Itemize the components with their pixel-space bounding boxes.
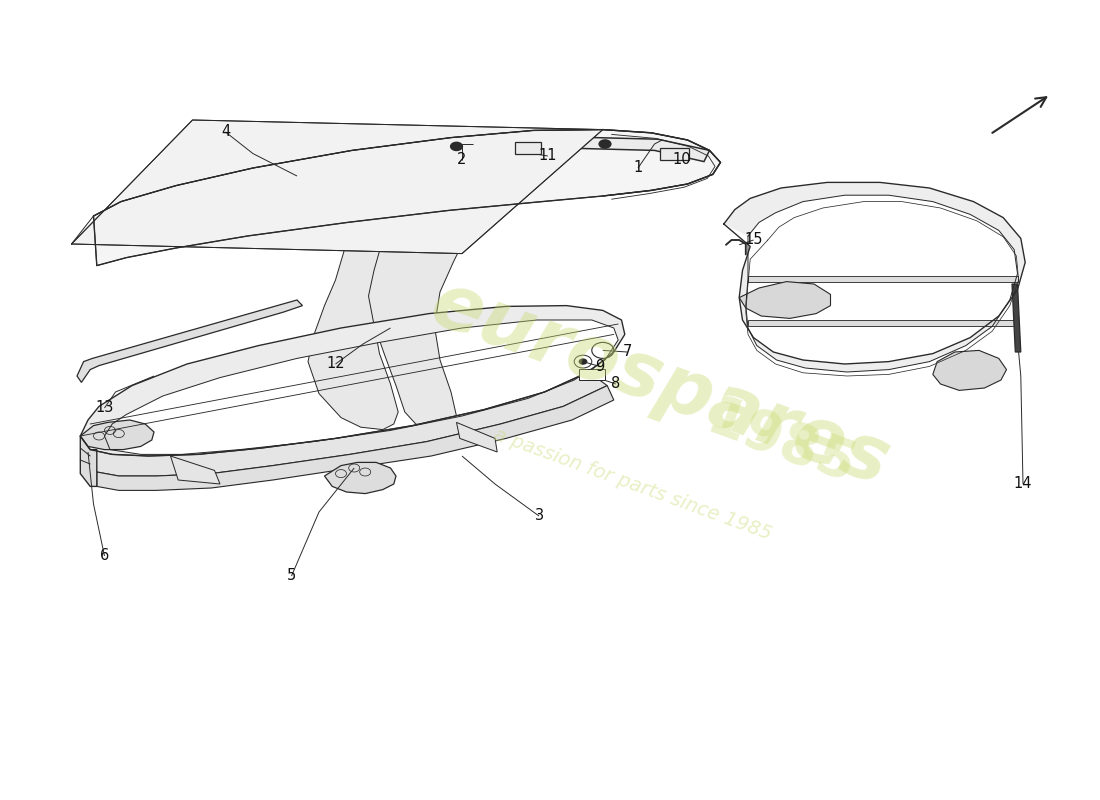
Polygon shape xyxy=(748,320,1018,326)
Text: 12: 12 xyxy=(327,357,344,371)
Text: 8: 8 xyxy=(612,377,620,391)
Text: 4: 4 xyxy=(221,125,230,139)
Polygon shape xyxy=(739,282,830,318)
Text: 2: 2 xyxy=(458,153,466,167)
Polygon shape xyxy=(80,420,154,450)
Polygon shape xyxy=(368,222,473,430)
Polygon shape xyxy=(80,306,625,456)
Text: 3: 3 xyxy=(535,509,543,523)
Text: 7: 7 xyxy=(623,345,631,359)
FancyBboxPatch shape xyxy=(579,369,605,380)
Polygon shape xyxy=(526,136,710,162)
Polygon shape xyxy=(80,436,97,486)
Polygon shape xyxy=(170,456,220,484)
Text: 5: 5 xyxy=(287,569,296,583)
FancyBboxPatch shape xyxy=(660,148,689,160)
Polygon shape xyxy=(94,130,721,266)
Text: 11: 11 xyxy=(539,149,557,163)
Text: 14: 14 xyxy=(1014,477,1032,491)
Circle shape xyxy=(579,358,587,365)
Polygon shape xyxy=(933,350,1006,390)
Polygon shape xyxy=(387,144,528,158)
Text: 1985: 1985 xyxy=(700,392,862,496)
Polygon shape xyxy=(90,372,607,476)
Polygon shape xyxy=(77,300,303,382)
Polygon shape xyxy=(97,386,614,490)
FancyBboxPatch shape xyxy=(515,142,541,154)
Text: 10: 10 xyxy=(673,153,691,167)
Text: 1: 1 xyxy=(634,161,642,175)
Polygon shape xyxy=(456,422,497,452)
Text: a passion for parts since 1985: a passion for parts since 1985 xyxy=(491,425,774,543)
Circle shape xyxy=(450,142,463,151)
Polygon shape xyxy=(724,182,1025,372)
Text: 13: 13 xyxy=(96,401,113,415)
Polygon shape xyxy=(72,120,603,254)
Polygon shape xyxy=(748,276,1018,282)
Circle shape xyxy=(598,139,612,149)
Text: eurospares: eurospares xyxy=(420,266,900,502)
Text: 9: 9 xyxy=(595,359,604,374)
Polygon shape xyxy=(308,222,418,430)
Text: 6: 6 xyxy=(100,549,109,563)
Polygon shape xyxy=(324,462,396,494)
Text: 15: 15 xyxy=(745,233,762,247)
Polygon shape xyxy=(1012,284,1021,352)
